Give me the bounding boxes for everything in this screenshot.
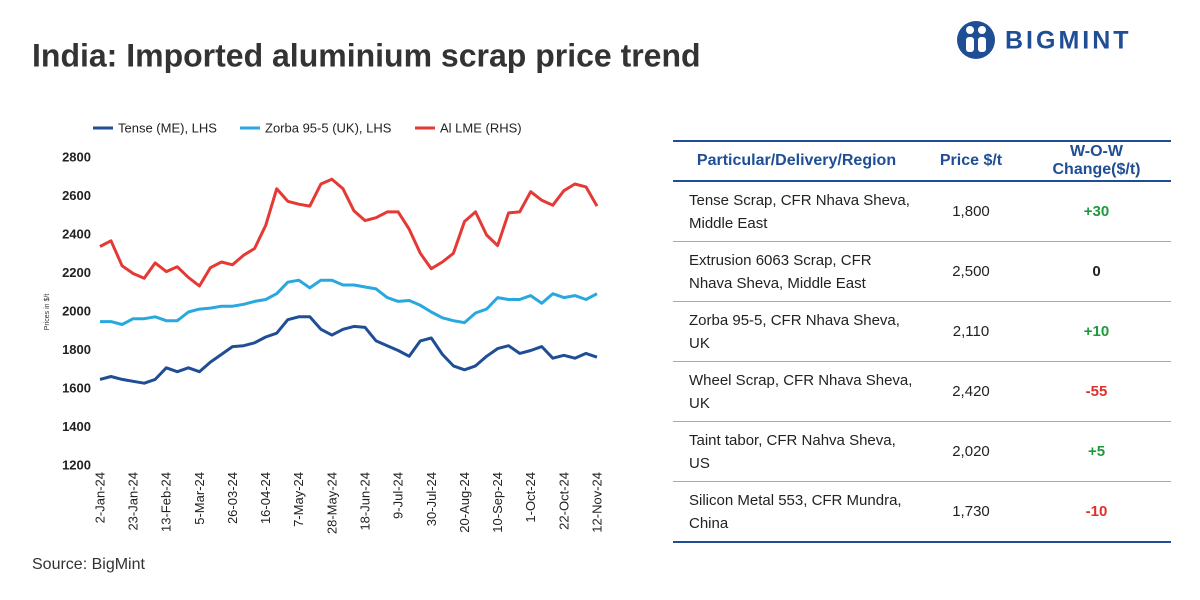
series-line [99,177,599,288]
table-cell: Wheel Scrap, CFR Nhava Sheva, UK [673,361,920,422]
y-tick-label: 1400 [62,419,91,434]
table-cell: 2,500 [920,241,1022,302]
column-header: Particular/Delivery/Region [673,140,920,182]
table-cell: Silicon Metal 553, CFR Mundra, China [673,481,920,543]
table-cell: 0 [1022,241,1171,302]
x-tick-label: 13-Feb-24 [159,472,174,532]
legend-label: Zorba 95-5 (UK), LHS [265,120,392,135]
y-tick-label: 2200 [62,265,91,280]
table-cell: -10 [1022,481,1171,543]
table-cell: 2,420 [920,361,1022,422]
x-tick-label: 30-Jul-24 [424,472,439,526]
x-tick-label: 18-Jun-24 [358,472,373,531]
x-tick-label: 23-Jan-24 [126,472,141,531]
x-tick-label: 9-Jul-24 [391,472,406,519]
table-cell: +5 [1022,421,1171,482]
y-tick-label: 1600 [62,380,91,395]
table-cell: -55 [1022,361,1171,422]
x-tick-label: 2-Jan-24 [92,472,107,523]
x-tick-label: 7-May-24 [291,472,306,527]
table-row: Extrusion 6063 Scrap, CFR Nhava Sheva, M… [673,241,1171,302]
title: India: Imported aluminium scrap price tr… [32,37,701,73]
x-tick-label: 20-Aug-24 [457,472,472,533]
logo-icon [957,21,995,59]
column-header: W-O-W Change($/t) [1022,140,1171,182]
x-tick-label: 10-Sep-24 [490,472,505,533]
table-cell: Extrusion 6063 Scrap, CFR Nhava Sheva, M… [673,241,920,302]
series-line [100,278,598,326]
x-tick-label: 5-Mar-24 [192,472,207,525]
series-line [99,315,598,385]
logo-text: BIGMINT [1005,27,1132,55]
x-tick-label: 1-Oct-24 [523,472,538,523]
table-cell: Tense Scrap, CFR Nhava Sheva, Middle Eas… [673,181,920,242]
table-cell: 1,800 [920,181,1022,242]
y-tick-label: 2400 [62,226,91,241]
table-header: Particular/Delivery/Region Price $/t W-O-W… [673,140,1171,182]
column-header: Price $/t [920,140,1022,182]
price-table: Particular/Delivery/Region Price $/t W-O-W… [673,140,1171,543]
table-cell: 1,730 [920,481,1022,543]
table-row: Silicon Metal 553, CFR Mundra, China 1,73… [673,481,1171,543]
x-tick-label: 26-03-24 [225,472,240,524]
y-tick-label: 2600 [62,188,91,203]
x-tick-label: 12-Nov-24 [589,472,604,533]
table-cell: Zorba 95-5, CFR Nhava Sheva, UK [673,301,920,362]
table-row: Taint tabor, CFR Nahva Sheva, US 2,020 +5 [673,421,1171,482]
x-tick-label: 16-04-24 [258,472,273,524]
table-cell: 2,110 [920,301,1022,362]
y-tick-label: 2000 [62,303,91,318]
table-cell: +10 [1022,301,1171,362]
x-tick-label: 22-Oct-24 [556,472,571,530]
table-cell: 2,020 [920,421,1022,482]
y-axis-label: Prices in $/t [44,294,51,331]
table-cell: +30 [1022,181,1171,242]
source: Source: BigMint [32,556,145,573]
y-tick-label: 1200 [62,457,91,472]
table-cell: Taint tabor, CFR Nahva Sheva, US [673,421,920,482]
legend-label: Al LME (RHS) [440,120,522,135]
legend-label: Tense (ME), LHS [118,120,217,135]
x-tick-label: 28-May-24 [324,472,339,534]
table-row: Tense Scrap, CFR Nhava Sheva, Middle Eas… [673,181,1171,242]
y-tick-label: 2800 [62,149,91,164]
table-row: Wheel Scrap, CFR Nhava Sheva, UK 2,420 -55 [673,361,1171,422]
y-tick-label: 1800 [62,342,91,357]
table-row: Zorba 95-5, CFR Nhava Sheva, UK 2,110 +10 [673,301,1171,362]
